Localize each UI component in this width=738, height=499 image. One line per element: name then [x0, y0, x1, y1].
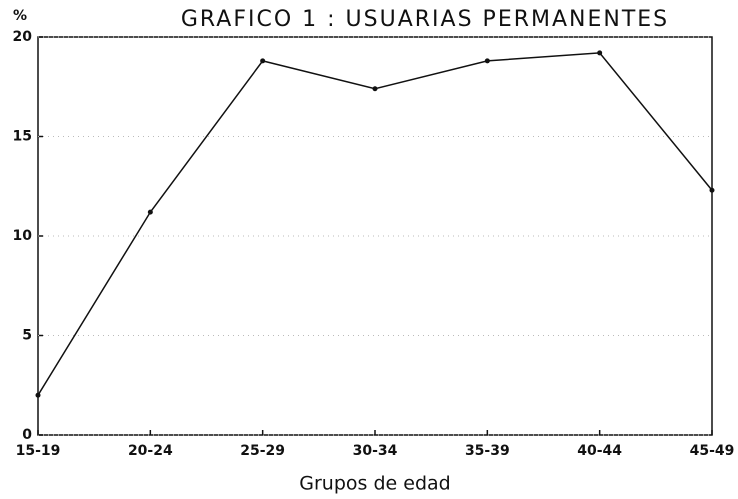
- point: [35, 392, 41, 398]
- x-tick-label: 45-49: [690, 443, 735, 459]
- y-tick-label: 0: [22, 427, 32, 443]
- y-tick-label: 20: [13, 29, 33, 45]
- y-tick-label: 10: [13, 228, 33, 244]
- point: [260, 58, 266, 64]
- y-tick-label: 15: [13, 129, 32, 145]
- x-tick-label: 30-34: [353, 443, 398, 459]
- x-tick-label: 35-39: [465, 443, 510, 459]
- y-tick-label: 5: [22, 328, 32, 344]
- point: [709, 187, 715, 193]
- line: [37, 52, 713, 396]
- x-tick-label: 20-24: [128, 443, 173, 459]
- y-axis-label: %: [13, 8, 27, 24]
- x-axis-label: Grupos de edad: [299, 473, 450, 495]
- point: [597, 50, 603, 56]
- point: [147, 209, 153, 215]
- x-tick-label: 40-44: [577, 443, 622, 459]
- chart-title: GRAFICO 1 : USUARIAS PERMANENTES: [181, 7, 669, 32]
- point: [372, 86, 378, 92]
- plot-frame: [37, 36, 713, 436]
- point: [484, 58, 490, 64]
- x-tick-label: 15-19: [16, 443, 61, 459]
- x-tick-label: 25-29: [240, 443, 285, 459]
